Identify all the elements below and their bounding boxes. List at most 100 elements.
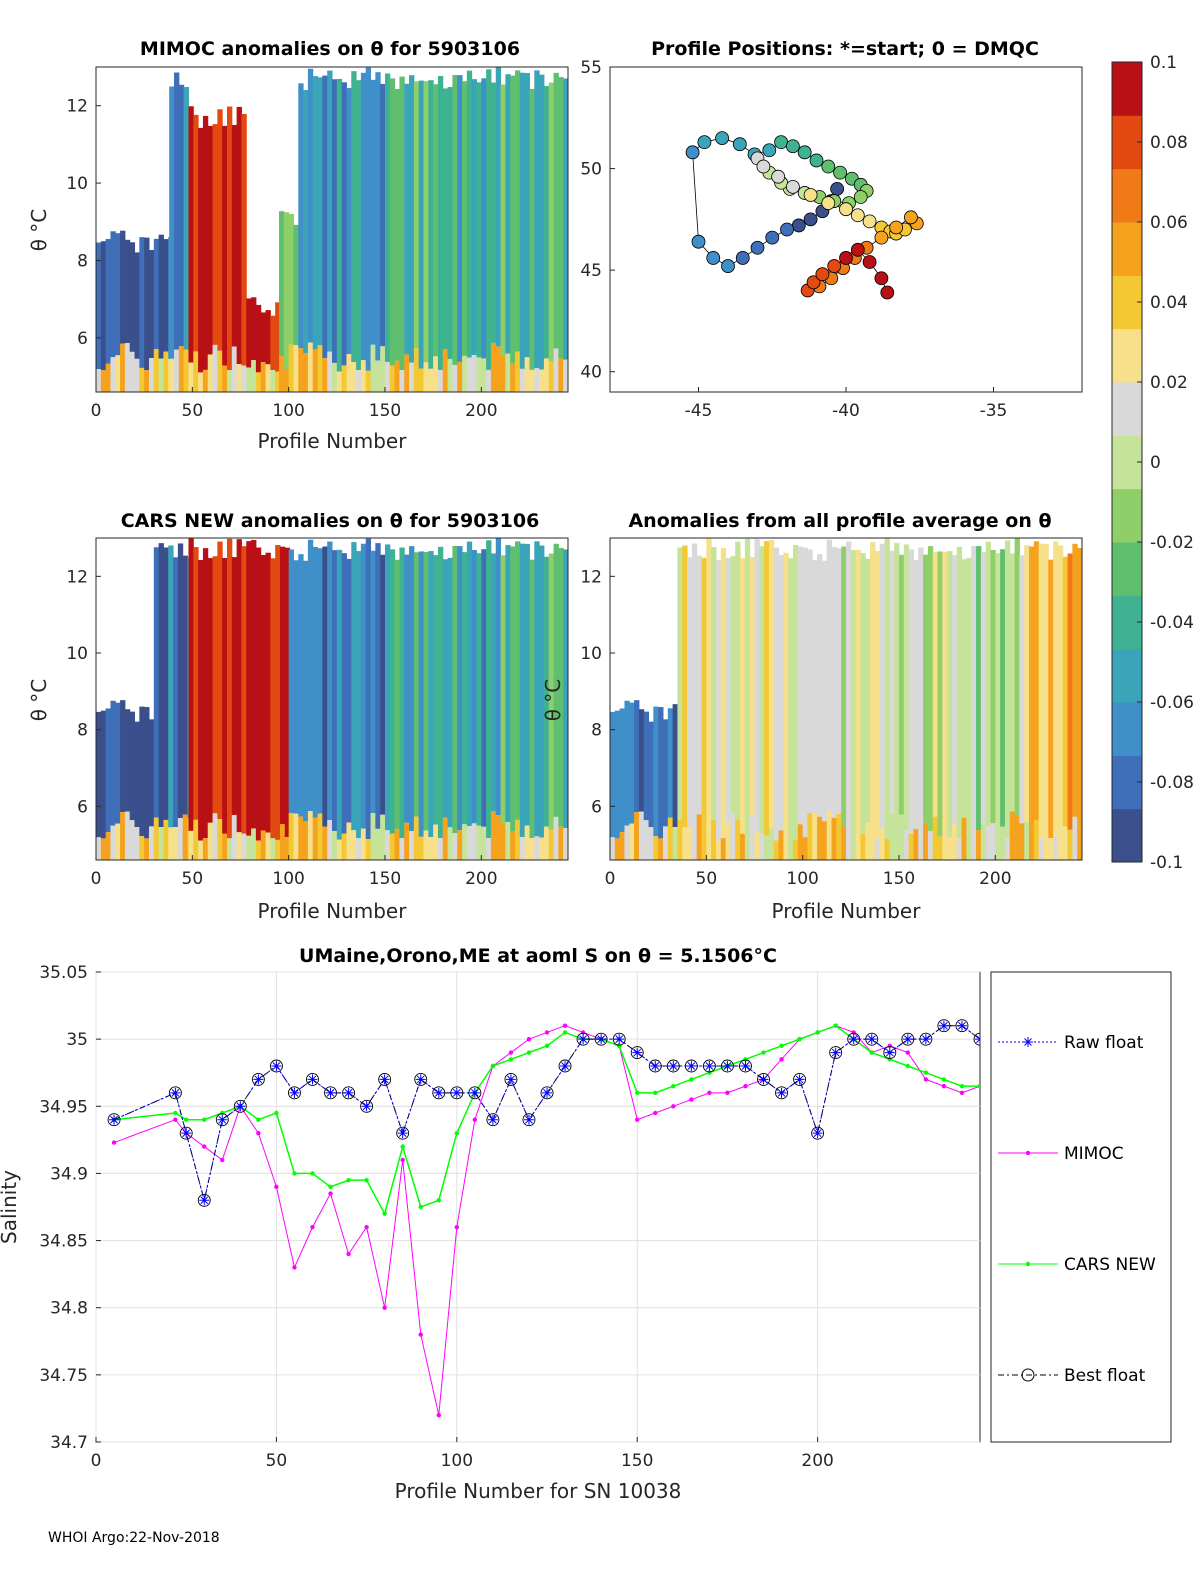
legend-swatch-marker [1025, 1150, 1031, 1156]
heatmap-cell [246, 835, 252, 860]
heatmap-cell [658, 838, 664, 860]
heatmap-cell [193, 351, 199, 392]
heatmap-cell [399, 838, 405, 860]
heatmap-cell [793, 839, 799, 860]
series-point [884, 1047, 895, 1058]
heatmap-cell [1048, 838, 1054, 860]
heatmap-cell [312, 547, 319, 818]
heatmap-cell [283, 368, 290, 392]
heatmap-cell [725, 558, 731, 823]
heatmap-cell [884, 838, 890, 860]
series-point [544, 1043, 550, 1049]
profile-position-point [821, 159, 836, 174]
heatmap-cell [966, 557, 972, 828]
profile-position-point [850, 242, 865, 257]
series-point [436, 1412, 441, 1418]
colorbar-tick-label: -0.1 [1150, 853, 1183, 873]
heatmap-cell [457, 546, 463, 831]
heatmap-cell [105, 239, 111, 364]
heatmap-cell [193, 547, 199, 820]
heatmap-cell [1062, 826, 1069, 860]
heatmap-cell [773, 547, 780, 841]
series-point [361, 1101, 372, 1112]
heatmap-cell [759, 833, 765, 860]
heatmap-cell [312, 349, 319, 392]
series-point [310, 1171, 315, 1176]
heatmap-cell [124, 239, 131, 344]
series-point [504, 1072, 518, 1086]
heatmap-cell [500, 555, 506, 824]
heatmap-cell [1053, 836, 1059, 860]
heatmap-cell [706, 830, 712, 860]
series-point [653, 1090, 658, 1096]
heatmap-cell [1072, 543, 1078, 817]
heatmap-cell [956, 838, 963, 860]
heatmap-cell [212, 344, 218, 392]
heatmap-cell [341, 553, 347, 834]
heatmap-cell [399, 369, 405, 392]
heatmap-cell [452, 364, 458, 392]
heatmap-cell [452, 833, 458, 860]
heatmap-cell [293, 813, 299, 860]
x-tick-label: -35 [980, 401, 1008, 421]
heatmap-cell [995, 825, 1001, 860]
heatmap-cell [553, 816, 559, 860]
heatmap-cell [346, 354, 352, 392]
heatmap-cell [759, 546, 765, 834]
heatmap-cell [658, 707, 664, 839]
heatmap-cell [543, 85, 550, 359]
heatmap-cell [529, 369, 535, 392]
heatmap-cell [227, 538, 233, 839]
heatmap-cell [725, 822, 731, 860]
heatmap-cell [462, 552, 468, 825]
series-point [490, 1063, 496, 1069]
allavg-title: Anomalies from all profile average on θ [628, 510, 1051, 532]
heatmap-cell [356, 838, 362, 860]
profile-position-point [765, 230, 780, 245]
allavg-panel: Anomalies from all profile average on θ … [541, 510, 1083, 923]
heatmap-cell [265, 364, 271, 392]
series-point [253, 1074, 264, 1085]
heatmap-cell [207, 558, 214, 823]
heatmap-cell [783, 832, 789, 860]
cars-title: CARS NEW anomalies on θ for 5903106 [121, 510, 540, 532]
heatmap-cell [428, 80, 434, 369]
series-point [396, 1126, 410, 1140]
heatmap-cell [442, 88, 449, 350]
heatmap-cell [365, 370, 372, 392]
heatmap-cell [826, 811, 833, 860]
heatmap-cell [662, 826, 669, 860]
heatmap-cell [619, 708, 625, 833]
series-point [522, 1113, 536, 1127]
series-point [743, 1083, 748, 1089]
heatmap-cell [898, 814, 905, 860]
heatmap-cell [384, 544, 391, 831]
series-point [173, 1110, 178, 1116]
profile-position-point [833, 165, 847, 180]
series-point [109, 1114, 120, 1125]
heatmap-cell [207, 354, 214, 392]
heatmap-cell [1053, 541, 1059, 837]
heatmap-cell [322, 826, 328, 860]
heatmap-cell [327, 820, 333, 860]
heatmap-cell [222, 558, 228, 834]
y-tick-label: 6 [591, 797, 602, 817]
heatmap-cell [404, 554, 410, 823]
heatmap-cell [1004, 838, 1011, 860]
heatmap-cell [1077, 547, 1082, 827]
heatmap-cell [399, 76, 405, 370]
cars-y-ticks: 6 8 10 12 [66, 567, 101, 817]
heatmap-cell [270, 838, 276, 860]
heatmap-cell [870, 830, 876, 860]
series-point [307, 1074, 318, 1085]
series-point [761, 1050, 766, 1055]
heatmap-cell [139, 836, 145, 860]
heatmap-cell [255, 547, 262, 841]
heatmap-cell [284, 837, 291, 860]
mimoc-x-ticks: 0 50 100 150 200 [91, 387, 498, 421]
series-point [271, 1061, 282, 1071]
heatmap-cell [1033, 819, 1040, 860]
heatmap-cell [558, 358, 564, 392]
heatmap-cell [317, 345, 323, 392]
heatmap-cell [1009, 553, 1016, 812]
